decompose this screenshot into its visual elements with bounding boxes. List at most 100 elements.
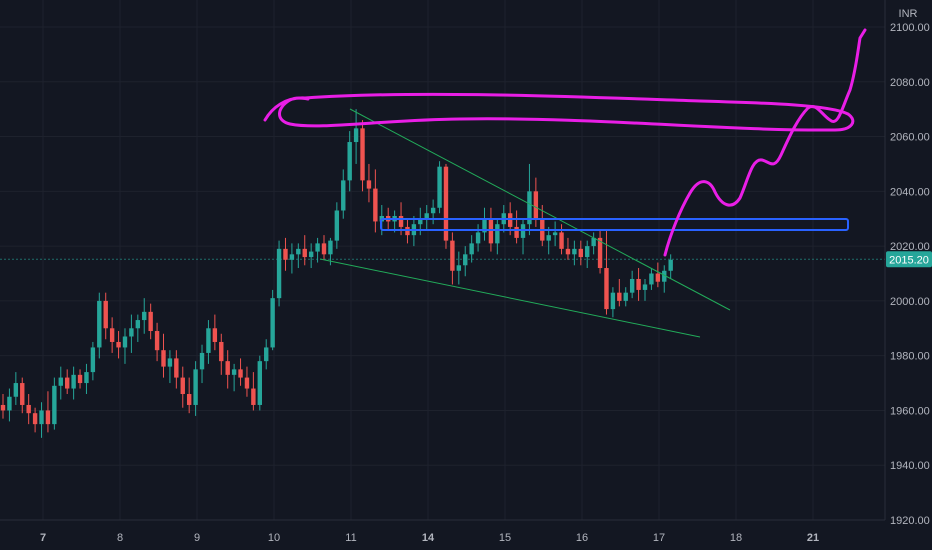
candle[interactable] [148,303,153,340]
projected-path-drawing[interactable] [663,28,867,257]
candle-body [116,341,121,348]
candle[interactable] [578,240,583,266]
user-drawings[interactable] [263,28,867,338]
candle[interactable] [283,237,288,271]
candle[interactable] [212,314,218,351]
candle[interactable] [257,355,262,411]
candle[interactable] [629,270,635,299]
candle[interactable] [231,363,237,392]
candle[interactable] [13,372,19,405]
candle[interactable] [180,366,185,408]
candle[interactable] [103,292,108,340]
candle[interactable] [450,232,455,285]
candle[interactable] [154,322,160,362]
candle[interactable] [122,328,128,364]
candle[interactable] [276,240,282,307]
candle[interactable] [109,317,115,353]
candle[interactable] [251,372,256,411]
candle[interactable] [617,278,622,307]
candle[interactable] [296,243,301,269]
candle[interactable] [270,289,275,351]
candle[interactable] [424,205,429,230]
candle[interactable] [0,394,6,419]
candle[interactable] [405,218,410,244]
candle[interactable] [443,163,449,249]
candle[interactable] [623,287,628,307]
candle[interactable] [84,363,89,395]
candle[interactable] [308,243,314,269]
candle[interactable] [585,240,590,269]
upper-trendline[interactable] [349,108,731,311]
candle[interactable] [174,350,179,389]
candle[interactable] [7,388,12,422]
candle[interactable] [604,229,609,315]
candle[interactable] [289,243,295,274]
candle[interactable] [591,232,596,255]
candle[interactable] [32,407,38,433]
candle[interactable] [26,394,31,425]
candle[interactable] [527,163,532,236]
candle[interactable] [39,402,44,438]
candle[interactable] [482,207,487,241]
candle[interactable] [642,278,648,301]
candle[interactable] [347,131,352,192]
candle[interactable] [302,235,307,266]
candle[interactable] [97,292,102,359]
candle[interactable] [514,210,519,244]
candle[interactable] [366,163,372,203]
candle[interactable] [610,287,616,318]
candle[interactable] [52,377,57,430]
candle[interactable] [206,320,211,364]
candle[interactable] [264,339,269,370]
candle[interactable] [655,262,661,288]
candle[interactable] [334,202,340,249]
candle[interactable] [321,235,327,260]
candle[interactable] [565,237,571,260]
candle[interactable] [65,369,70,395]
candle[interactable] [193,361,198,416]
candle[interactable] [225,350,230,389]
candle[interactable] [495,218,500,255]
candle[interactable] [546,226,551,255]
candle[interactable] [315,237,320,263]
highlight-ellipse-drawing[interactable] [263,92,855,132]
candle[interactable] [430,199,436,225]
candle[interactable] [668,254,673,279]
candle[interactable] [437,161,442,214]
candle[interactable] [475,224,481,252]
candle[interactable] [636,268,641,301]
candle[interactable] [135,314,141,342]
candle[interactable] [238,358,243,386]
candle[interactable] [373,169,378,233]
candle[interactable] [58,366,63,400]
candle[interactable] [597,229,603,274]
lower-trendline[interactable] [319,258,701,338]
candle[interactable] [463,246,468,277]
resistance-zone[interactable] [380,218,849,231]
candle[interactable] [20,377,25,414]
candle[interactable] [469,235,474,263]
candle[interactable] [45,391,51,433]
candle[interactable] [353,109,359,164]
candle[interactable] [552,221,558,247]
candle[interactable] [572,240,577,266]
candle[interactable] [520,218,526,255]
candle[interactable] [167,350,173,384]
candle[interactable] [341,169,346,219]
candle[interactable] [161,333,166,378]
candle[interactable] [662,265,667,293]
candle[interactable] [244,366,250,397]
candle[interactable] [116,331,121,359]
candle[interactable] [129,314,134,353]
candle[interactable] [649,268,654,290]
candle[interactable] [186,377,192,414]
candle[interactable] [199,344,205,384]
candle[interactable] [90,341,96,381]
candle[interactable] [77,369,83,389]
candle[interactable] [219,333,224,375]
candle[interactable] [456,251,462,285]
candle[interactable] [142,298,147,334]
candle[interactable] [360,120,365,192]
candle[interactable] [71,366,76,400]
